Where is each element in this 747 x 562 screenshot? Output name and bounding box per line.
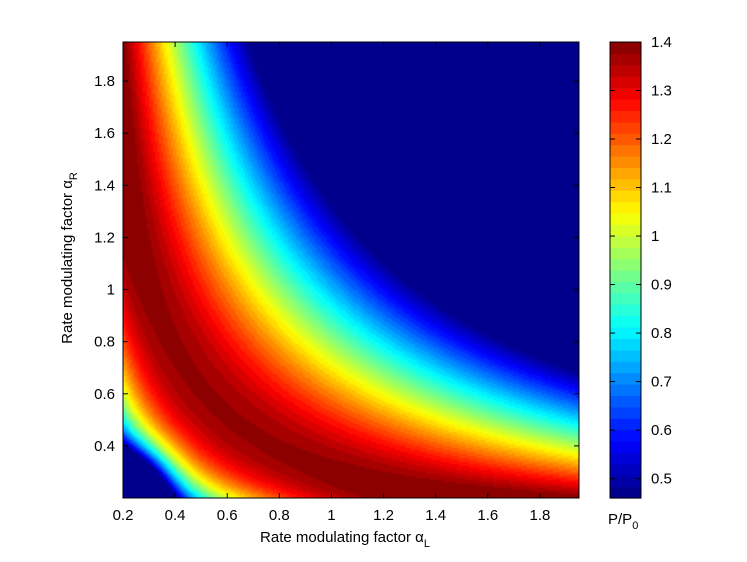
y-tick-label: 0.6 [94,386,115,403]
colorbar-band [610,76,641,89]
colorbar-band [610,144,641,157]
colorbar-band [610,53,641,66]
x-tick-label: 1.2 [373,507,394,524]
colorbar-band [610,281,641,294]
x-tick-label: 1.4 [425,507,446,524]
colorbar-tick-label: 1 [651,228,659,245]
x-axis-label: Rate modulating factor αL [260,529,430,550]
colorbar-tick-label: 0.8 [651,325,672,342]
y-tick-label: 0.8 [94,334,115,351]
colorbar-band [610,372,641,385]
colorbar-band [610,315,641,328]
colorbar-tick-label: 1.1 [651,180,672,197]
colorbar-band [610,235,641,248]
colorbar-band [610,247,641,260]
colorbar-bands [610,42,641,499]
y-tick-label: 1.2 [94,229,115,246]
colorbar-band [610,64,641,77]
x-tick-label: 1 [327,507,335,524]
colorbar-band [610,463,641,476]
colorbar-band [610,270,641,282]
colorbar-band [610,395,641,408]
colorbar-band [610,258,641,271]
y-axis-label: Rate modulating factor αR [59,172,80,344]
colorbar-band [610,190,641,203]
colorbar-band [610,99,641,111]
colorbar-band [610,384,641,396]
y-axis-ticks: 0.4 0.6 0.8 1 1.2 1.4 1.6 1.8 [94,73,579,455]
colorbar-tick-label: 0.5 [651,471,672,488]
colorbar-band [610,304,641,317]
colorbar-tick-label: 0.6 [651,422,672,439]
y-tick-label: 1.6 [94,125,115,142]
colorbar-band [610,292,641,305]
colorbar-band [610,178,641,191]
x-tick-label: 0.8 [269,507,290,524]
colorbar-band [610,167,641,180]
colorbar-band [610,406,641,419]
colorbar-band [610,156,641,168]
y-tick-label: 1.8 [94,73,115,90]
colorbar-band [610,201,641,214]
colorbar-band [610,42,641,54]
colorbar-band [610,121,641,134]
colorbar-tick-label: 1.2 [651,131,672,148]
x-tick-label: 1.6 [477,507,498,524]
colorbar-band [610,87,641,100]
colorbar-tick-label: 1.4 [651,34,672,51]
colorbar-band [610,475,641,488]
colorbar-band [610,486,641,499]
colorbar: 0.5 0.6 0.7 0.8 0.9 1 1.1 1.2 1.3 1.4 P/P0 [608,34,672,532]
colorbar-band [610,349,641,362]
colorbar-label: P/P0 [608,511,638,532]
colorbar-band [610,224,641,237]
x-tick-label: 0.6 [217,507,238,524]
colorbar-band [610,452,641,465]
colorbar-band [610,338,641,351]
colorbar-band [610,133,641,146]
x-tick-label: 0.2 [113,507,134,524]
colorbar-frame [609,41,642,499]
contour-fill [123,42,579,498]
colorbar-band [610,418,641,431]
colorbar-ticks: 0.5 0.6 0.7 0.8 0.9 1 1.1 1.2 1.3 1.4 [610,34,672,488]
colorbar-band [610,361,641,374]
colorbar-band [610,441,641,453]
colorbar-band [610,429,641,442]
x-tick-label: 1.8 [529,507,550,524]
y-tick-label: 0.4 [94,438,115,455]
x-axis-ticks: 0.2 0.4 0.6 0.8 1 1.2 1.4 1.6 1.8 [113,42,550,524]
x-tick-label: 0.4 [165,507,186,524]
y-tick-label: 1.4 [94,177,115,194]
colorbar-tick-label: 1.3 [651,83,672,100]
plot-area [122,41,580,499]
colorbar-band [610,110,641,123]
colorbar-band [610,327,641,339]
colorbar-tick-label: 0.9 [651,277,672,294]
plot-frame [122,41,580,499]
colorbar-band [610,213,641,225]
colorbar-tick-label: 0.7 [651,374,672,391]
y-tick-label: 1 [107,282,115,299]
